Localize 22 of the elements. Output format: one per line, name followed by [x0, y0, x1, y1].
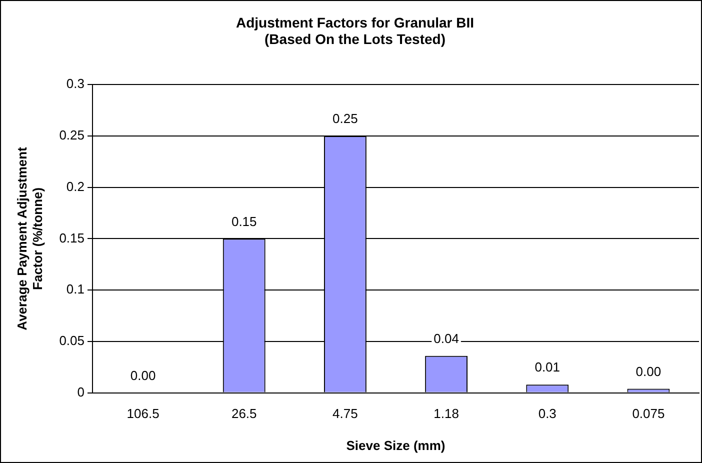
- x-tick-label: 106.5: [126, 406, 160, 422]
- x-axis-title: Sieve Size (mm): [346, 438, 446, 453]
- chart-title: Adjustment Factors for Granular BII (Based On the Lots Tested): [236, 14, 474, 48]
- data-label: 0.00: [130, 368, 156, 383]
- y-tick-label: 0.2: [66, 178, 84, 194]
- y-tick-label: 0.15: [59, 230, 84, 246]
- data-label: 0.04: [434, 330, 459, 346]
- y-tick-label: 0.25: [59, 128, 84, 143]
- x-tick-label: 1.18: [434, 406, 459, 422]
- data-label: 0.25: [332, 111, 358, 126]
- x-tick-label: 0.3: [538, 406, 556, 422]
- y-tick-label: 0.3: [66, 76, 84, 92]
- data-label: 0.00: [636, 364, 662, 379]
- y-tick-label: 0: [77, 384, 84, 400]
- y-tick-label: 0.05: [59, 333, 84, 348]
- x-tick-label: 4.75: [332, 406, 358, 422]
- data-label: 0.01: [534, 360, 560, 375]
- data-label: 0.15: [231, 214, 257, 229]
- y-tick-label: 0.1: [66, 282, 84, 297]
- x-tick-label: 26.5: [231, 406, 257, 422]
- y-axis-title: Average Payment Adjustment Factor (%/tonne): [14, 146, 45, 330]
- x-tick-label: 0.075: [632, 406, 665, 422]
